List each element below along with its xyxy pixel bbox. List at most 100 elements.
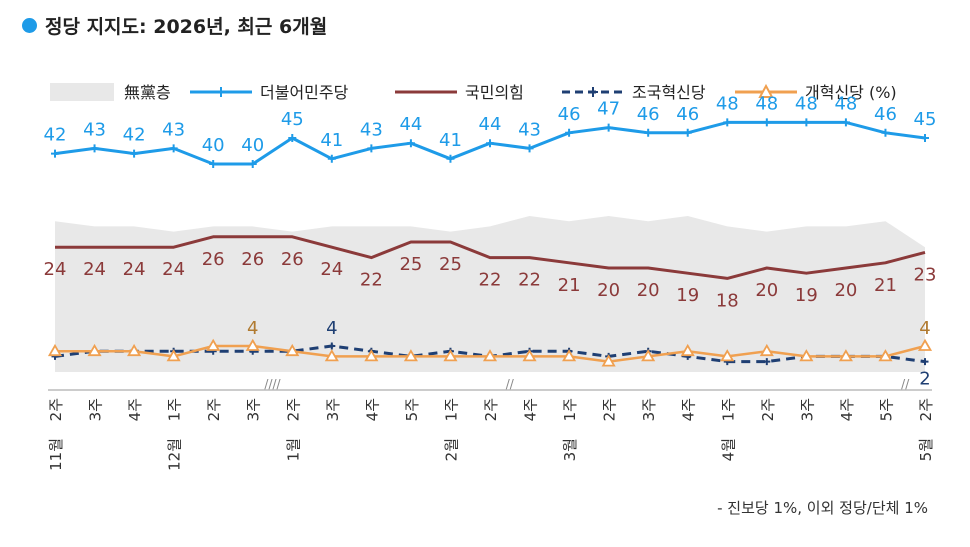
data-label-democratic: 40 — [241, 135, 264, 156]
x-tick-label: 3주 — [798, 398, 816, 421]
data-label-ppp: 20 — [637, 280, 660, 301]
data-label-ppp: 25 — [439, 254, 462, 275]
point-reform — [87, 343, 102, 357]
point-reform — [562, 349, 577, 362]
axis-break-mark: // — [506, 377, 515, 391]
data-label-ppp: 20 — [597, 280, 620, 301]
data-label-ppp: 26 — [281, 249, 304, 270]
data-label-democratic: 45 — [914, 109, 937, 130]
data-label-ppp: 19 — [676, 285, 699, 306]
x-tick-label: 3주 — [324, 398, 342, 421]
x-tick-label: 2주 — [205, 398, 223, 421]
data-label-democratic: 46 — [637, 104, 660, 125]
x-month-label: 3월 — [561, 438, 579, 461]
point-reform — [601, 354, 616, 367]
legend-swatch-area — [50, 83, 114, 101]
point-reform — [482, 349, 498, 362]
point-rebuilding — [328, 342, 336, 350]
data-label-ppp: 24 — [320, 259, 343, 280]
legend-marker-reform — [758, 83, 774, 98]
point-democratic — [90, 144, 99, 153]
data-label-democratic: 44 — [399, 114, 422, 135]
point-reform — [838, 349, 853, 362]
x-tick-label: 4주 — [363, 398, 381, 421]
series-line-ppp — [55, 235, 926, 280]
point-reform — [364, 349, 379, 362]
x-month-label: 12월 — [166, 438, 184, 471]
point-reform — [285, 343, 300, 357]
x-tick-label: 4주 — [126, 398, 144, 421]
point-reform — [245, 338, 260, 351]
x-tick-label: 1주 — [442, 398, 460, 421]
point-democratic — [723, 118, 732, 127]
data-label-ppp: 22 — [518, 270, 541, 291]
data-label-democratic: 47 — [597, 99, 620, 120]
data-label-democratic: 48 — [795, 93, 818, 114]
point-democratic — [327, 154, 336, 163]
point-reform — [443, 349, 458, 362]
x-tick-label: 1주 — [561, 398, 579, 421]
data-label-democratic: 43 — [360, 119, 383, 140]
data-label-democratic: 45 — [281, 109, 304, 130]
axis-break-mark: // — [901, 377, 910, 391]
data-label-ppp: 25 — [399, 254, 422, 275]
series-area-mudang — [55, 216, 925, 372]
x-month-label: 1월 — [284, 438, 302, 461]
x-tick-label: 3주 — [640, 398, 658, 421]
point-reform — [720, 349, 735, 362]
point-democratic — [841, 118, 850, 127]
data-label-ppp: 22 — [479, 270, 502, 291]
point-democratic — [881, 128, 890, 137]
x-tick-label: 1주 — [166, 398, 184, 421]
x-tick-label: 4주 — [838, 398, 856, 421]
x-tick-label: 2주 — [284, 398, 302, 421]
data-label-democratic: 48 — [755, 93, 778, 114]
axis-break-mark: //// — [264, 377, 281, 391]
point-reform — [324, 349, 339, 362]
point-democratic — [604, 123, 613, 132]
x-month-label: 2월 — [442, 438, 460, 461]
data-label-ppp: 24 — [83, 259, 106, 280]
point-democratic — [762, 118, 771, 127]
data-label-democratic: 42 — [44, 125, 67, 146]
data-label-ppp: 24 — [162, 259, 185, 280]
data-label-ppp: 24 — [44, 259, 67, 280]
x-tick-label: 2주 — [601, 398, 619, 421]
data-label-democratic: 41 — [320, 130, 343, 151]
point-democratic — [644, 128, 653, 137]
data-label-ppp: 21 — [558, 275, 581, 296]
x-tick-label: 4주 — [522, 398, 540, 421]
page-title: 정당 지지도: 2026년, 최근 6개월 — [45, 16, 328, 38]
data-label-democratic: 42 — [123, 125, 146, 146]
x-tick-label: 4주 — [680, 398, 698, 421]
point-democratic — [248, 160, 257, 168]
point-democratic — [169, 144, 178, 153]
point-democratic — [406, 139, 415, 148]
data-label-rebuilding: 2 — [919, 369, 930, 390]
point-reform — [680, 343, 695, 357]
point-reform — [127, 343, 142, 357]
point-democratic — [921, 134, 929, 142]
data-label-democratic: 43 — [83, 119, 106, 140]
data-label-democratic: 44 — [479, 114, 502, 135]
point-democratic — [130, 149, 139, 158]
point-reform — [206, 338, 221, 351]
data-label-reform: 4 — [919, 318, 930, 339]
point-democratic — [288, 134, 297, 142]
title-block: 정당 지지도: 2026년, 최근 6개월 — [22, 12, 327, 39]
data-label-democratic: 46 — [676, 104, 699, 125]
point-rebuilding — [763, 358, 771, 366]
legend-marker-democratic — [216, 87, 226, 97]
point-reform — [759, 343, 774, 357]
data-label-ppp: 26 — [241, 249, 264, 270]
legend-label-rebuilding: 조국혁신당 — [632, 83, 706, 102]
data-label-ppp: 22 — [360, 270, 383, 291]
point-reform — [522, 349, 537, 362]
data-label-democratic: 43 — [518, 119, 541, 140]
x-tick-label: 2주 — [47, 398, 65, 421]
point-democratic — [486, 139, 494, 148]
x-tick-label: 5주 — [403, 398, 421, 421]
legend-label-mudang: 無黨층 — [124, 83, 171, 102]
data-label-democratic: 46 — [558, 104, 581, 125]
